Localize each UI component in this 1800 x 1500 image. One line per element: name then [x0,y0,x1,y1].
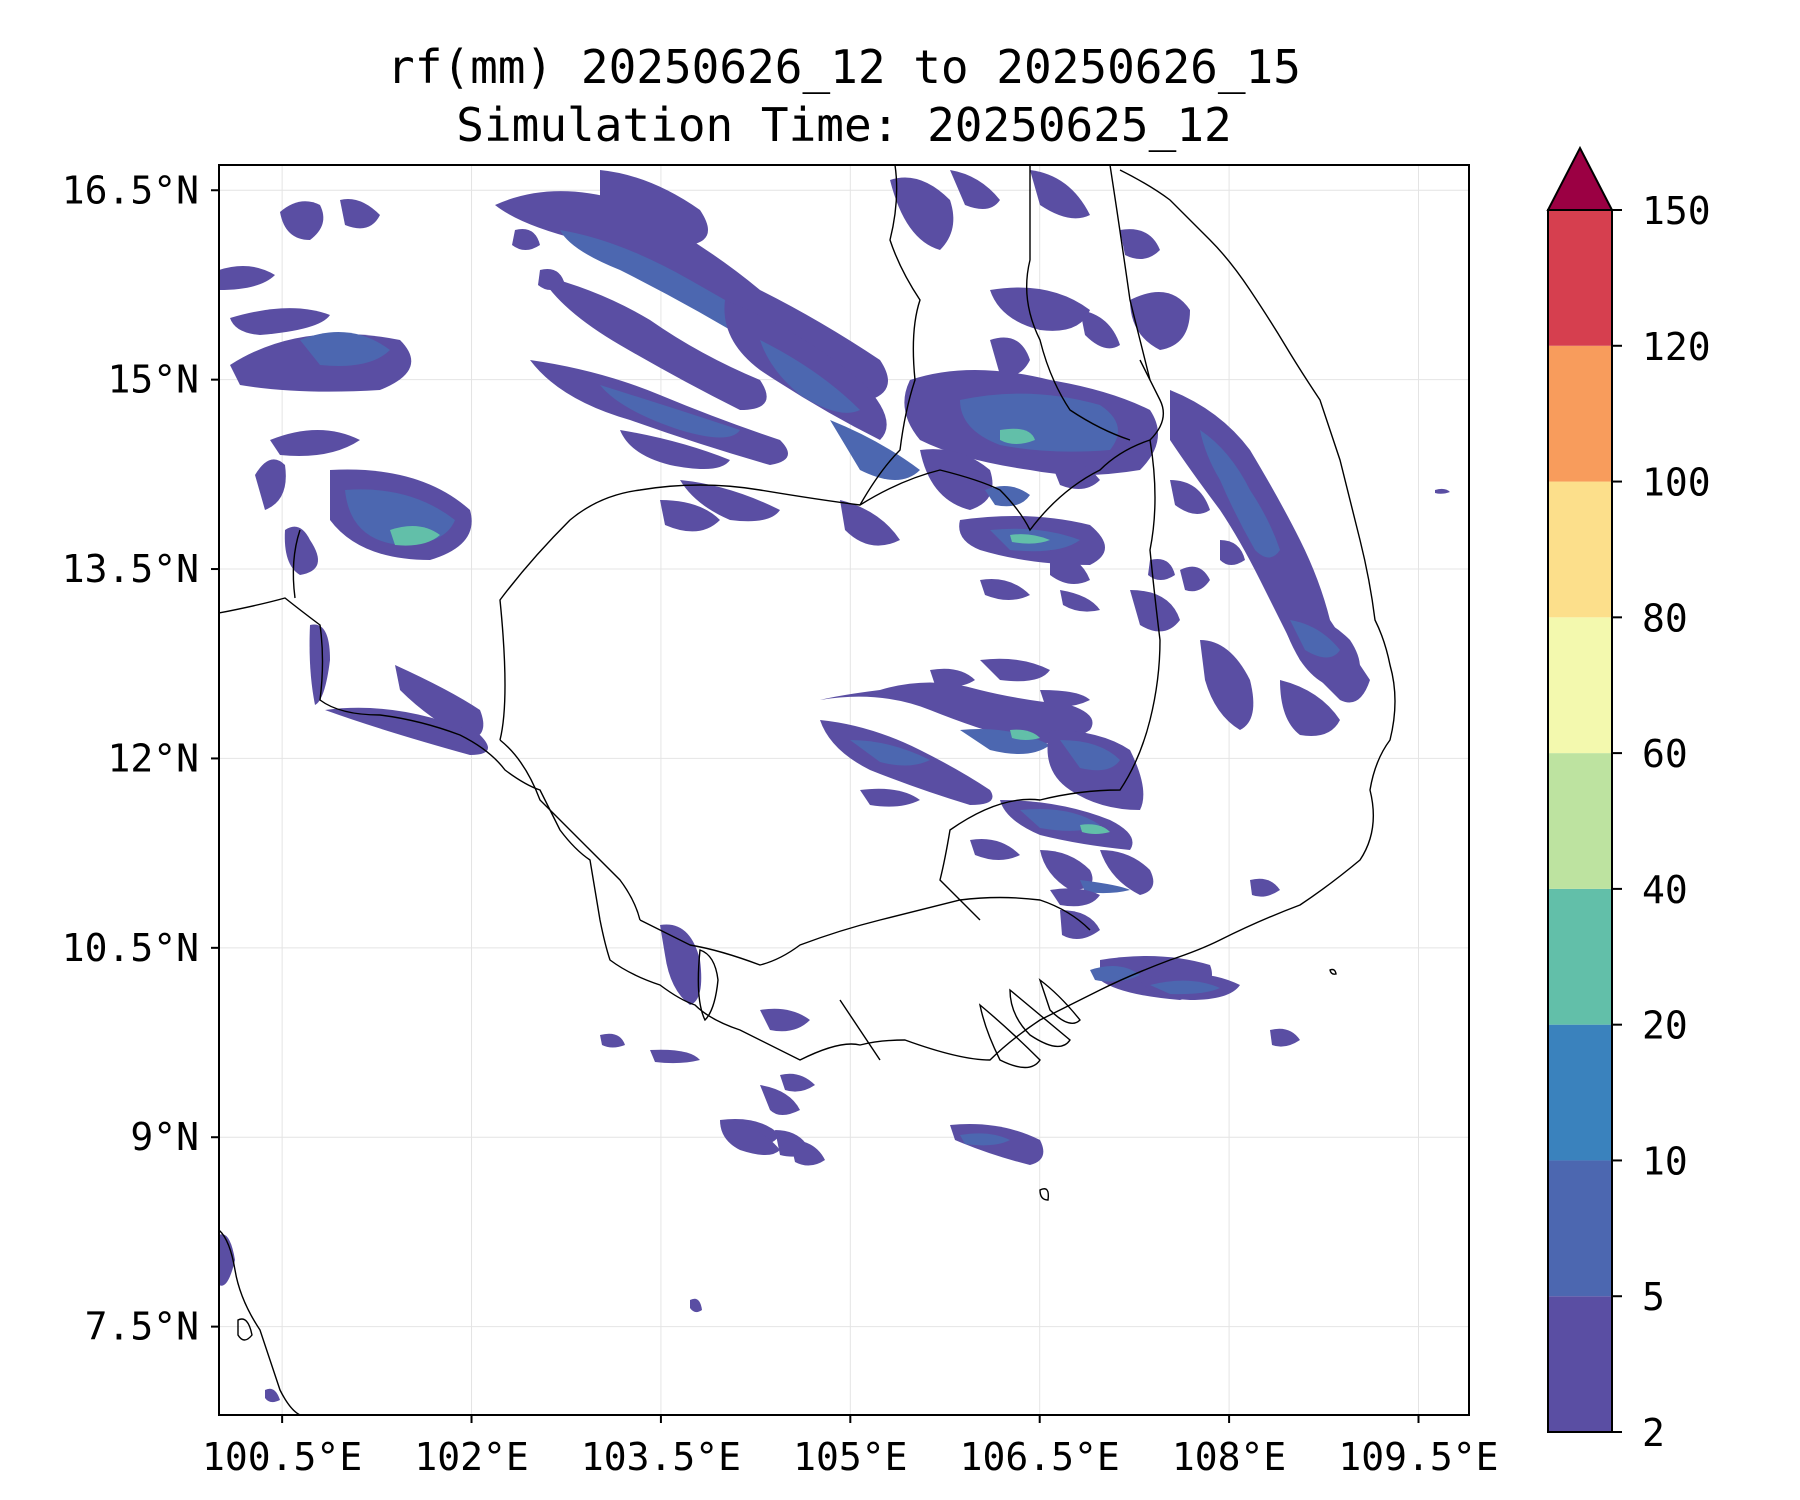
latitude-ticks: 16.5°N 15°N 13.5°N 12°N 10.5°N 9°N 7.5°N [62,168,219,1349]
rain-band-central [820,579,1154,939]
colorbar-tick-label: 120 [1642,325,1711,369]
colorbar-tick-label: 20 [1642,1004,1688,1048]
chart-title-line-1: rf(mm) 20250626_12 to 20250626_15 [387,40,1301,94]
colorbar-segment [1548,345,1612,482]
colorbar-segment [1548,1296,1612,1432]
colorbar-tick-label: 2 [1642,1411,1665,1455]
colorbar-segment [1548,1024,1612,1161]
lon-tick-label: 103.5°E [581,1435,741,1479]
colorbar-tick-label: 80 [1642,596,1688,640]
longitude-ticks: 100.5°E 102°E 103.5°E 105°E 106.5°E 108°E 109.… [202,1415,1499,1479]
lat-tick-label: 10.5°N [62,926,199,970]
colorbar-tick-label: 5 [1642,1275,1665,1319]
lat-tick-label: 12°N [107,736,199,780]
lon-tick-label: 102°E [414,1435,528,1479]
colorbar-tick-label: 100 [1642,461,1711,505]
colorbar-segment [1548,210,1612,346]
colorbar-extend-arrow [1546,145,1614,211]
colorbar-segment [1548,753,1612,889]
rain-band-nw [219,199,488,755]
lat-tick-label: 16.5°N [62,168,199,212]
map-frame [218,164,1470,1416]
colorbar-tick-label: 10 [1642,1139,1688,1183]
colorbar-segment [1548,481,1612,618]
colorbar-segment [1548,1160,1612,1297]
lat-tick-label: 15°N [107,358,199,402]
coastlines-and-borders [219,165,1396,1415]
colorbar-tick-label: 40 [1642,868,1688,912]
lat-tick-label: 7.5°N [85,1305,199,1349]
chart-title-line-2: Simulation Time: 20250625_12 [456,98,1232,152]
colorbar: 2 5 10 20 40 60 80 100 120 150 [1546,145,1711,1455]
rainfall-contours [219,170,1450,1403]
colorbar-segment [1548,617,1612,754]
lon-tick-label: 100.5°E [202,1435,362,1479]
rain-band-vietnam-coast [1130,390,1370,736]
colorbar-segment [1548,888,1612,1025]
lon-tick-label: 106.5°E [960,1435,1120,1479]
colorbar-frame [1547,209,1613,1433]
lat-tick-label: 13.5°N [62,547,199,591]
lon-tick-label: 108°E [1172,1435,1286,1479]
lat-tick-label: 9°N [130,1115,199,1159]
colorbar-tick-label: 60 [1642,732,1688,776]
gridlines [219,165,1469,1415]
rain-band-north-central [495,170,920,546]
lon-tick-label: 105°E [793,1435,907,1479]
lon-tick-label: 109.5°E [1338,1435,1498,1479]
colorbar-tick-label: 150 [1642,189,1711,233]
rain-band-south [219,488,1450,1403]
rain-band-northeast [890,170,1190,612]
